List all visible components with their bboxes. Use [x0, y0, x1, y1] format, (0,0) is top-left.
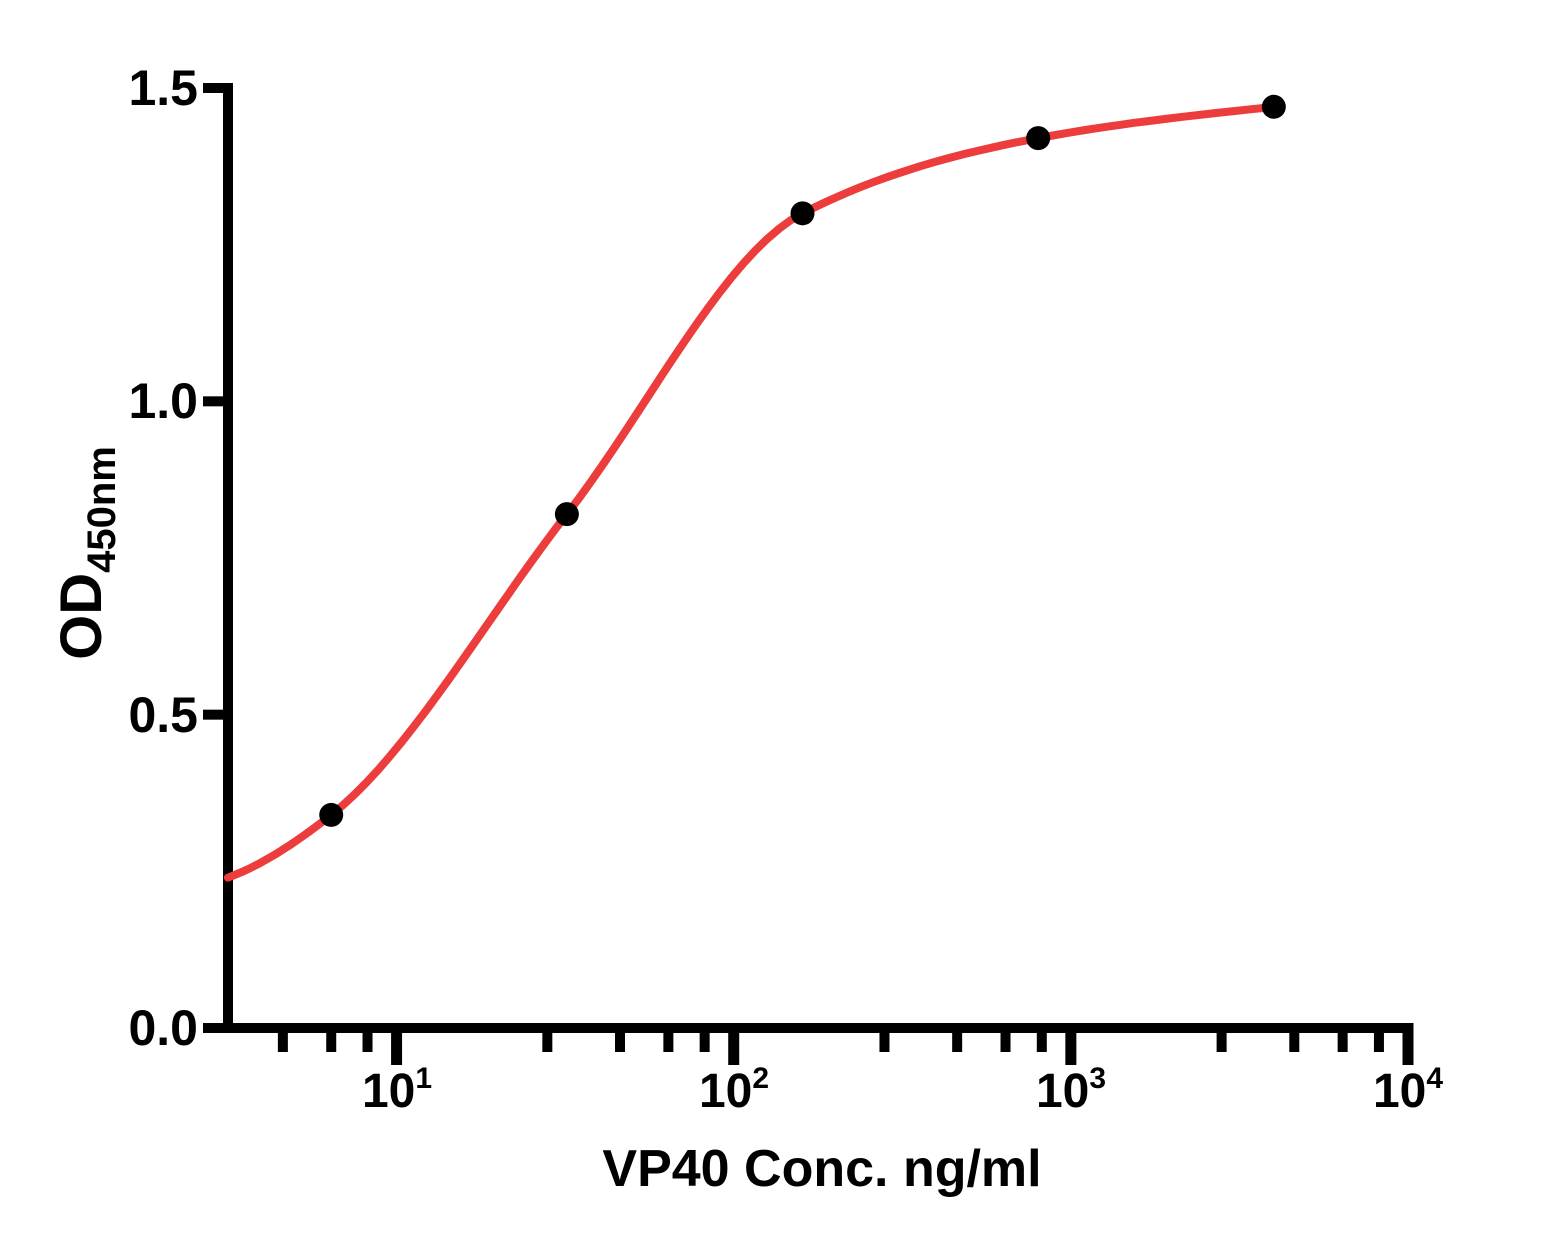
x-minor-tick [1373, 1023, 1384, 1052]
y-tick [203, 1023, 228, 1033]
x-minor-tick [362, 1023, 373, 1052]
data-point [1026, 126, 1051, 151]
x-tick-label: 101 [361, 1062, 433, 1119]
x-minor-tick [1289, 1023, 1300, 1052]
x-minor-tick [879, 1023, 890, 1052]
x-minor-tick [663, 1023, 674, 1052]
data-point [554, 502, 579, 527]
y-tick-label: 1.0 [128, 373, 198, 429]
x-axis-line [223, 1023, 1413, 1033]
data-point [319, 802, 344, 827]
x-minor-tick [277, 1023, 288, 1052]
y-tick [203, 709, 228, 720]
x-minor-tick [952, 1023, 963, 1052]
y-axis-title: OD450nm [49, 446, 124, 660]
x-minor-tick [1036, 1023, 1047, 1052]
x-minor-tick [1216, 1023, 1227, 1052]
y-tick [203, 396, 228, 407]
x-tick-label: 104 [1372, 1062, 1444, 1119]
x-major-tick [1065, 1023, 1077, 1065]
fit-curve [223, 102, 1278, 882]
x-major-tick [1402, 1023, 1414, 1065]
y-tick-label: 0.0 [128, 1000, 198, 1056]
x-tick-label: 102 [698, 1062, 770, 1119]
x-minor-tick [1337, 1023, 1348, 1052]
x-minor-tick [542, 1023, 553, 1052]
data-point [790, 201, 815, 226]
y-tick [203, 83, 228, 93]
data-point [1261, 94, 1286, 119]
x-axis-title: VP40 Conc. ng/ml [602, 1140, 1042, 1198]
x-minor-tick [699, 1023, 710, 1052]
x-minor-tick [1000, 1023, 1011, 1052]
x-major-tick [728, 1023, 740, 1065]
y-tick-label: 1.5 [128, 60, 198, 116]
x-major-tick [391, 1023, 403, 1065]
y-axis-line [223, 83, 233, 1033]
y-tick-label: 0.5 [128, 687, 198, 743]
x-minor-tick [615, 1023, 626, 1052]
x-minor-tick [326, 1023, 337, 1052]
x-tick-label: 103 [1035, 1062, 1107, 1119]
